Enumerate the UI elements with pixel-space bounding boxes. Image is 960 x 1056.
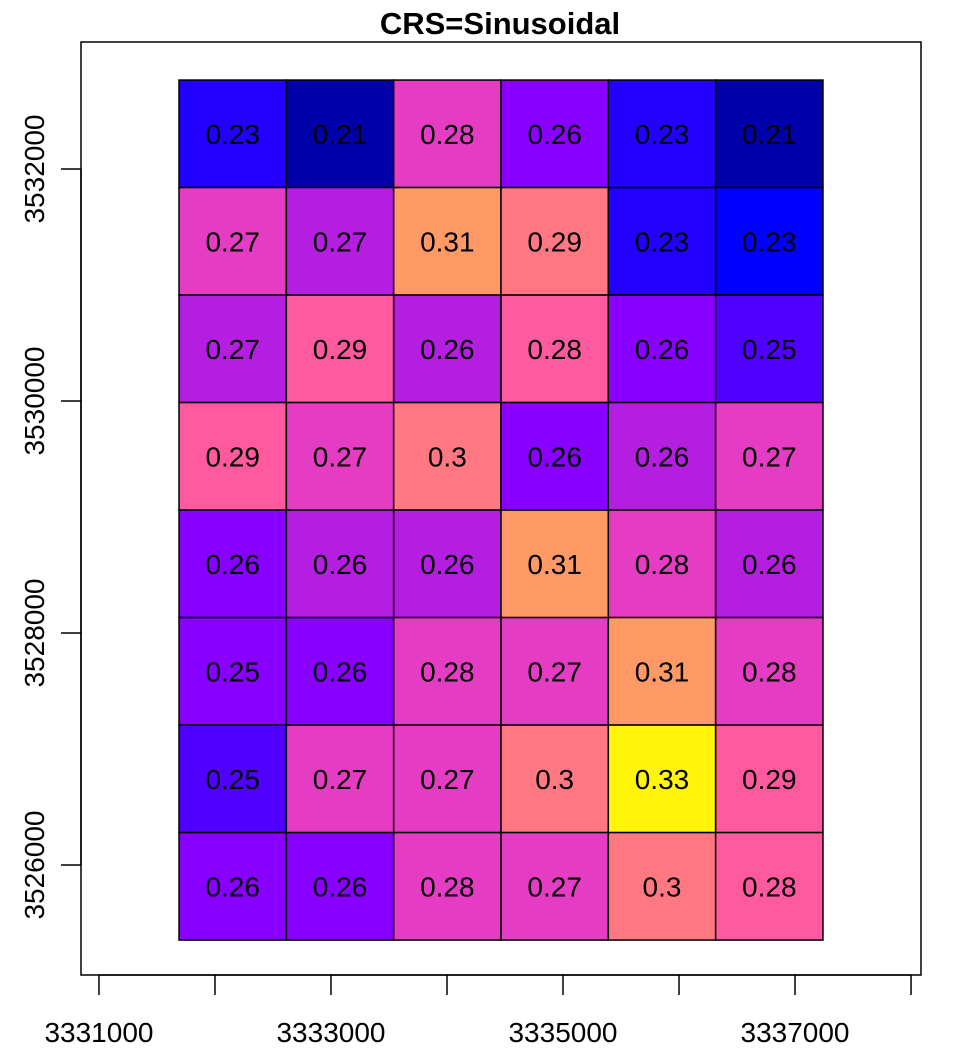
cell-label: 0.27 xyxy=(205,226,260,257)
heatmap-cell xyxy=(500,294,610,404)
cell-label: 0.3 xyxy=(535,764,574,795)
heatmap-cell xyxy=(714,79,824,189)
cell-label: 0.31 xyxy=(420,226,475,257)
cell-label: 0.23 xyxy=(205,119,260,150)
heatmap-cell xyxy=(714,186,824,296)
cell-label: 0.26 xyxy=(420,549,475,580)
cell-label: 0.27 xyxy=(742,441,797,472)
heatmap-cell xyxy=(392,509,502,619)
heatmap-cell xyxy=(607,616,717,726)
cell-label: 0.26 xyxy=(635,334,690,365)
cell-label: 0.28 xyxy=(742,871,797,902)
heatmap-cell xyxy=(285,79,395,189)
cell-label: 0.3 xyxy=(643,871,682,902)
cell-label: 0.21 xyxy=(313,119,368,150)
cell-label: 0.31 xyxy=(527,549,582,580)
cell-label: 0.25 xyxy=(205,764,260,795)
cell-label: 0.25 xyxy=(742,334,797,365)
cell-label: 0.27 xyxy=(420,764,475,795)
heatmap-cell xyxy=(285,294,395,404)
heatmap-cell xyxy=(714,616,824,726)
cell-label: 0.26 xyxy=(527,119,582,150)
heatmap-cell xyxy=(714,831,824,941)
cell-label: 0.26 xyxy=(420,334,475,365)
cell-label: 0.27 xyxy=(313,226,368,257)
y-axis: 3526000 3528000 3530000 3532000 xyxy=(19,115,82,920)
cell-label: 0.29 xyxy=(527,226,582,257)
heatmap-cell xyxy=(392,294,502,404)
y-tick-label: 3526000 xyxy=(19,811,50,920)
heatmap-cell xyxy=(392,186,502,296)
y-tick-label: 3528000 xyxy=(19,579,50,688)
y-tick-label: 3532000 xyxy=(19,115,50,224)
heatmap-cell xyxy=(714,401,824,511)
cell-label: 0.26 xyxy=(313,656,368,687)
cell-label: 0.28 xyxy=(420,119,475,150)
heatmap-cell xyxy=(178,831,288,941)
cell-label: 0.28 xyxy=(420,871,475,902)
heatmap-cell xyxy=(607,831,717,941)
x-tick-label: 3333000 xyxy=(276,1017,385,1048)
cell-label: 0.3 xyxy=(428,441,467,472)
heatmap-cell xyxy=(714,724,824,834)
cell-label: 0.26 xyxy=(205,871,260,902)
heatmap-cell xyxy=(500,831,610,941)
heatmap-cell xyxy=(392,724,502,834)
cells: 0.23 0.21 0.28 0.26 0.23 0.21 0.27 0.27 0.31 0.29… xyxy=(178,79,824,941)
heatmap-cell xyxy=(607,401,717,511)
heatmap-cell xyxy=(178,294,288,404)
cell-label: 0.27 xyxy=(527,656,582,687)
heatmap-cell xyxy=(392,831,502,941)
heatmap-cell xyxy=(714,294,824,404)
cell-label: 0.29 xyxy=(742,764,797,795)
heatmap-cell xyxy=(607,509,717,619)
cell-label: 0.26 xyxy=(205,549,260,580)
cell-label: 0.28 xyxy=(527,334,582,365)
heatmap-cell xyxy=(285,831,395,941)
chart-title: CRS=Sinusoidal xyxy=(380,6,620,41)
cell-label: 0.29 xyxy=(205,441,260,472)
cell-label: 0.28 xyxy=(742,656,797,687)
heatmap-cell xyxy=(285,509,395,619)
cell-label: 0.28 xyxy=(635,549,690,580)
heatmap-cell xyxy=(500,724,610,834)
cell-label: 0.27 xyxy=(527,871,582,902)
cell-label: 0.33 xyxy=(635,764,690,795)
heatmap-cell xyxy=(500,401,610,511)
cell-label: 0.26 xyxy=(313,549,368,580)
y-tick-label: 3530000 xyxy=(19,347,50,456)
cell-label: 0.28 xyxy=(420,656,475,687)
cell-label: 0.25 xyxy=(205,656,260,687)
x-tick-label: 3337000 xyxy=(741,1017,850,1048)
x-axis: 3331000 3333000 3335000 3337000 xyxy=(44,974,912,1048)
heatmap-cell xyxy=(178,616,288,726)
cell-label: 0.27 xyxy=(313,764,368,795)
cell-label: 0.31 xyxy=(635,656,690,687)
heatmap-cell xyxy=(607,186,717,296)
cell-label: 0.26 xyxy=(527,441,582,472)
cell-label: 0.23 xyxy=(635,226,690,257)
heatmap-cell xyxy=(500,186,610,296)
cell-label: 0.26 xyxy=(742,549,797,580)
heatmap-cell xyxy=(714,509,824,619)
cell-label: 0.27 xyxy=(313,441,368,472)
cell-label: 0.21 xyxy=(742,119,797,150)
x-tick-label: 3331000 xyxy=(44,1017,153,1048)
heatmap-cell xyxy=(392,401,502,511)
cell-label: 0.23 xyxy=(635,119,690,150)
heatmap-cell xyxy=(285,186,395,296)
heatmap-cell xyxy=(607,724,717,834)
cell-label: 0.26 xyxy=(313,871,368,902)
cell-label: 0.29 xyxy=(313,334,368,365)
heatmap-cell xyxy=(607,294,717,404)
heatmap-cell xyxy=(285,401,395,511)
cell-label: 0.23 xyxy=(742,226,797,257)
heatmap-cell xyxy=(500,79,610,189)
heatmap-cell xyxy=(178,186,288,296)
x-tick-label: 3335000 xyxy=(508,1017,617,1048)
cell-label: 0.26 xyxy=(635,441,690,472)
heatmap-cell xyxy=(285,616,395,726)
cell-label: 0.27 xyxy=(205,334,260,365)
